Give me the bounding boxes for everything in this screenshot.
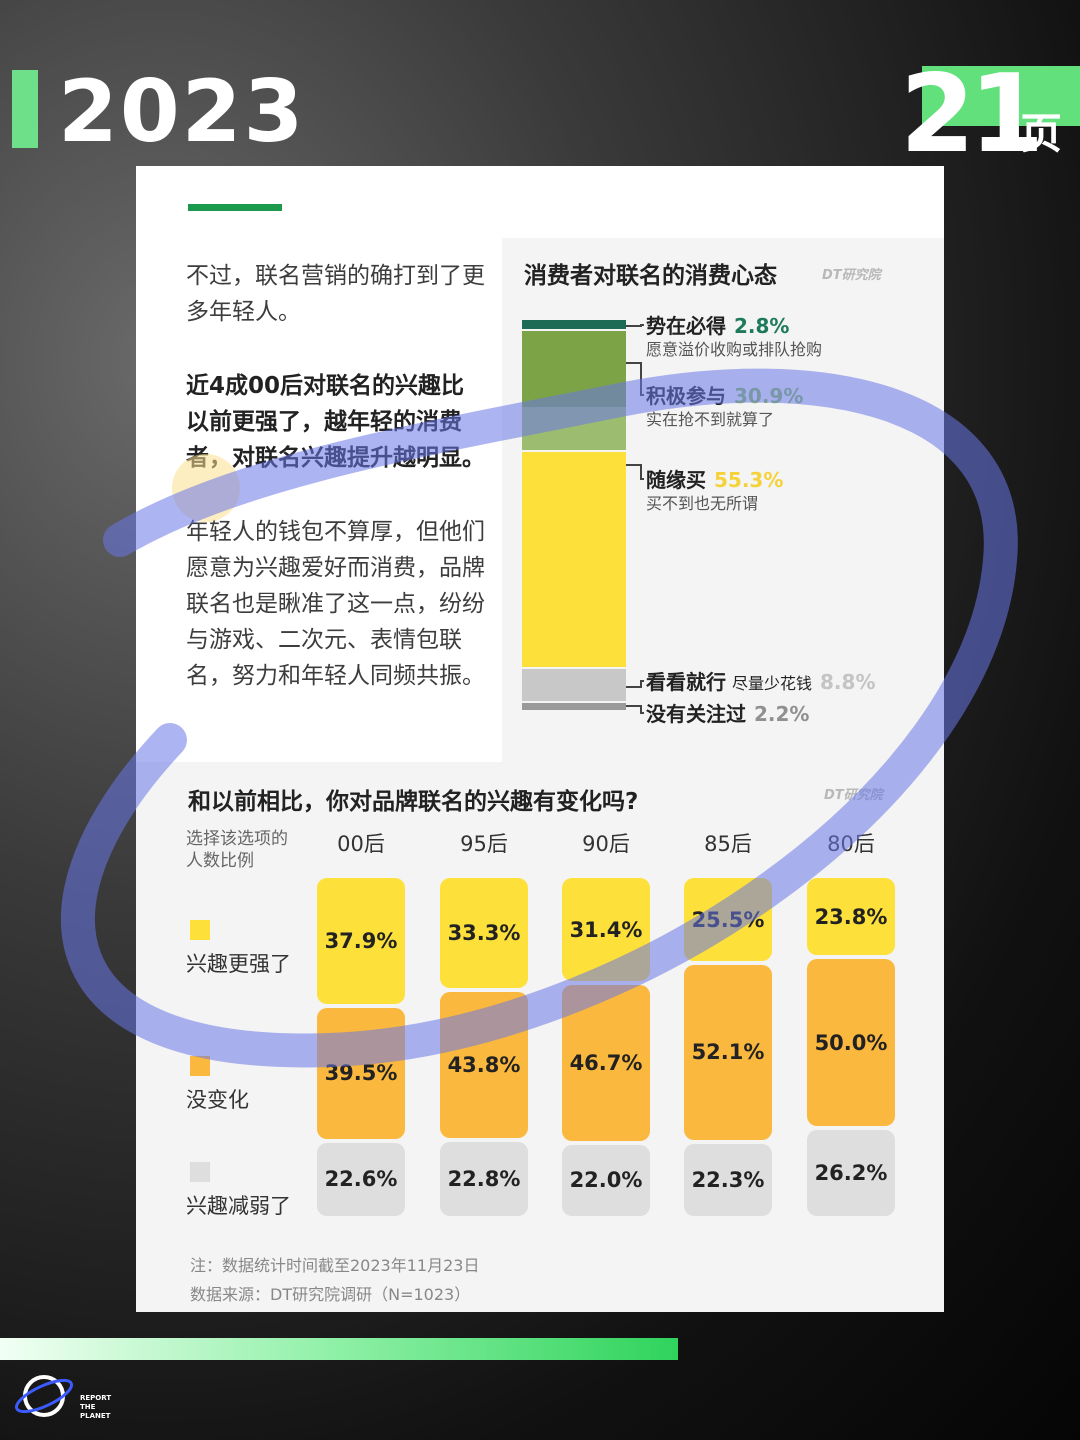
year-accent-bar [12, 70, 38, 148]
mindset-leader-1 [626, 362, 642, 365]
planet-logo-icon [14, 1375, 74, 1417]
bar-3-series-2: 22.3% [684, 1143, 772, 1216]
column-header-2: 90后 [582, 832, 630, 856]
page-accent-strip [922, 66, 1080, 126]
mindset-value-label-0: 2.8% [734, 314, 790, 338]
logo-line-2: THE [80, 1403, 96, 1411]
mindset-label-name-0: 势在必得 [646, 314, 726, 338]
bar-4-series-0: 23.8% [807, 878, 895, 956]
mindset-leader-h-0 [640, 324, 644, 326]
card-accent-line [188, 204, 282, 211]
legend-swatch-weaker [190, 1162, 210, 1182]
bar-2-series-2: 22.0% [562, 1144, 650, 1216]
mindset-stacked-bar: 势在必得 2.8% 愿意溢价收购或排队抢购积极参与 30.9% 实在抢不到就算了随缘买 5… [502, 238, 944, 762]
mindset-chart-title: 消费者对联名的消费心态 [524, 263, 777, 289]
mindset-label-2: 随缘买 55.3% [646, 464, 783, 493]
source-note: 数据来源：DT研究院调研（N=1023） [190, 1285, 471, 1304]
mindset-label-3: 看看就行 尽量少花钱 8.8% [646, 666, 875, 695]
mindset-label-1: 积极参与 30.9% [646, 380, 803, 409]
bar-0-series-1: 39.5% [317, 1007, 405, 1139]
date-note: 注：数据统计时间截至2023年11月23日 [190, 1256, 480, 1275]
mindset-label-note-3: 尽量少花钱 [732, 674, 813, 693]
mindset-label-name-2: 随缘买 [646, 468, 706, 492]
bar-1-series-2: 22.8% [440, 1141, 528, 1216]
mindset-leader-h-3 [640, 680, 644, 682]
mindset-segment-3 [522, 668, 626, 702]
mindset-label-4: 没有关注过 2.2% [646, 698, 809, 727]
year-heading: 2023 [58, 62, 306, 162]
column-header-3: 85后 [704, 832, 752, 856]
mindset-value-label-3: 8.8% [820, 670, 876, 694]
bar-3-series-0: 25.5% [684, 878, 772, 962]
intro-paragraph-1: 不过，联名营销的确打到了更多年轻人。 [186, 263, 485, 325]
logo-line-3: PLANET [80, 1412, 111, 1420]
column-header-0: 00后 [337, 832, 385, 856]
column-header-4: 80后 [827, 832, 875, 856]
mindset-label-name-1: 积极参与 [646, 384, 726, 408]
interest-chart-panel: 和以前相比，你对品牌联名的兴趣有变化吗? DT研究院 选择该选项的人数比例 兴趣… [136, 762, 944, 1312]
mindset-subtitle-1: 实在抢不到就算了 [646, 410, 775, 429]
mindset-leader-h-1 [640, 394, 644, 396]
mindset-subtitle-2: 买不到也无所谓 [646, 494, 759, 513]
interest-stacked-bars: 00后 22.6% 39.5% 37.9% 95后 22.8% 43.8% 33.3% 90后 2… [136, 762, 944, 1312]
mindset-value-label-4: 2.2% [754, 702, 810, 726]
intro-paragraph-2-text: 近4成00后对联名的兴趣比以前更强了，越年轻的消费者，对联名兴趣提升越明显。 [186, 373, 485, 471]
bar-0-series-0: 37.9% [317, 878, 405, 1004]
mindset-leader-v-2 [640, 464, 642, 478]
bar-4-series-2: 26.2% [807, 1130, 895, 1216]
footer-gradient-bar [0, 1338, 678, 1360]
intro-paragraph-3: 年轻人的钱包不算厚，但他们愿意为兴趣爱好而消费，品牌联名也是瞅准了这一点，纷纷与… [186, 519, 485, 689]
bar-1-series-1: 43.8% [440, 992, 528, 1138]
mindset-leader-v-4 [640, 705, 642, 712]
bar-2-series-1: 46.7% [562, 985, 650, 1141]
mindset-label-0: 势在必得 2.8% [646, 310, 789, 339]
bar-2-series-0: 31.4% [562, 878, 650, 982]
mindset-leader-3 [626, 686, 642, 689]
report-card: 不过，联名营销的确打到了更多年轻人。 近4成00后对联名的兴趣比以前更强了，越年… [136, 166, 944, 1312]
mindset-leader-h-2 [640, 478, 644, 480]
mindset-label-name-3: 看看就行 [646, 670, 726, 694]
bar-4-series-1: 50.0% [807, 959, 895, 1127]
mindset-value-label-2: 55.3% [714, 468, 784, 492]
mindset-segment-2 [522, 452, 626, 667]
page-number: 21 [900, 52, 1044, 177]
mindset-segment-4 [522, 703, 626, 710]
mindset-value-label-1: 30.9% [734, 384, 804, 408]
column-header-1: 95后 [460, 832, 508, 856]
mindset-label-name-4: 没有关注过 [646, 702, 746, 726]
logo-wordmark: REPORT THE PLANET [80, 1394, 111, 1421]
legend-label-nochange: 没变化 [186, 1088, 249, 1112]
page-unit: 页 [1020, 109, 1063, 158]
bar-0-series-2: 22.6% [317, 1142, 405, 1216]
mindset-chart-panel: 消费者对联名的消费心态 DT研究院 势在必得 2.8% 愿意溢价收购或排队抢购积极参… [502, 238, 944, 762]
mindset-leader-v-1 [640, 362, 642, 394]
bar-3-series-1: 52.1% [684, 965, 772, 1140]
legend-label-weaker: 兴趣减弱了 [186, 1194, 291, 1218]
dt-brand-mark: DT研究院 [822, 268, 881, 283]
mindset-segment-0 [522, 320, 626, 329]
intro-paragraph-2: 近4成00后对联名的兴趣比以前更强了，越年轻的消费者，对联名兴趣提升越明显。 [186, 368, 486, 476]
bar-1-series-0: 33.3% [440, 878, 528, 988]
mindset-subtitle-0: 愿意溢价收购或排队抢购 [646, 340, 823, 359]
logo-line-1: REPORT [80, 1394, 112, 1402]
mindset-segment-1 [522, 330, 626, 451]
mindset-leader-h-4 [640, 712, 644, 714]
mindset-leader-0 [626, 325, 642, 328]
